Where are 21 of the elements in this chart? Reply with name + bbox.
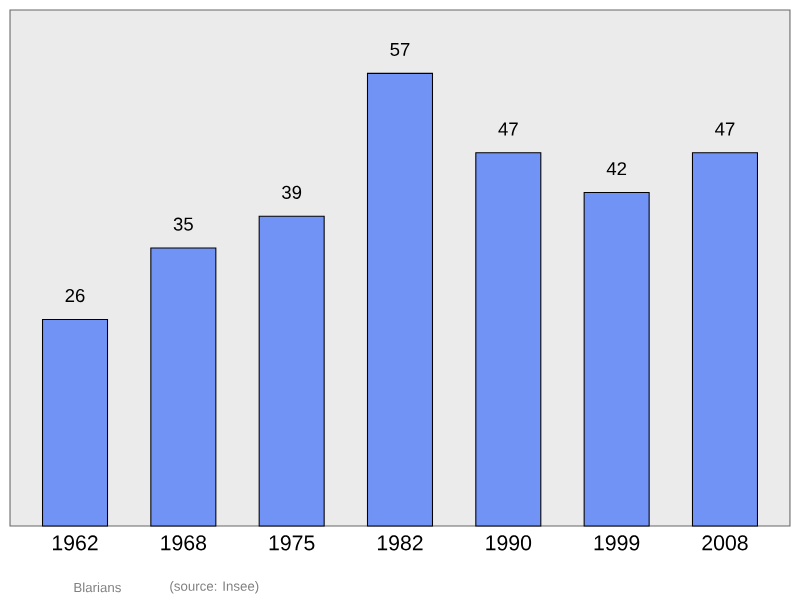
x-tick-label: 2008 [702,535,748,551]
bar [366,72,434,527]
bar [691,152,758,527]
x-tick-label: 1999 [594,535,640,551]
x-tick-label: 1975 [269,535,315,551]
bar [583,191,650,527]
bar [41,318,109,527]
bar [475,152,542,527]
data-label: 47 [715,122,735,136]
x-tick-label: 1968 [161,535,207,551]
data-label: 26 [65,288,85,302]
data-label: 47 [498,122,518,136]
data-label: 42 [606,161,627,175]
data-label: 39 [282,185,302,199]
x-tick-label: 1962 [53,535,98,551]
bar [150,247,217,527]
x-tick-label: 1982 [377,535,423,551]
x-tick-label: 1990 [486,535,532,551]
data-label: 35 [173,217,193,231]
data-label: 57 [390,42,410,56]
bar [258,215,325,527]
